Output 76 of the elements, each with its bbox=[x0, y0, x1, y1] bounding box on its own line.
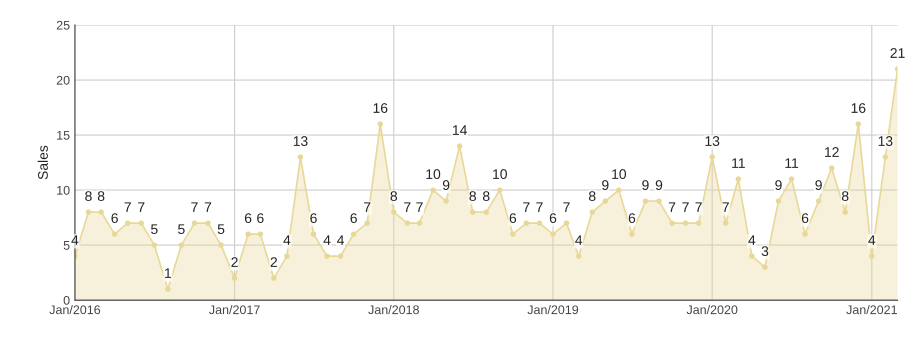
data-label: 6 bbox=[257, 213, 264, 224]
data-label: 7 bbox=[536, 202, 543, 212]
data-label: 10 bbox=[493, 169, 507, 180]
data-label: 4 bbox=[575, 235, 582, 245]
x-tick-label: Jan/2019 bbox=[527, 305, 578, 314]
data-label: 6 bbox=[111, 213, 118, 224]
y-tick-label: 15 bbox=[57, 130, 70, 140]
data-label: 10 bbox=[426, 169, 440, 180]
data-label: 8 bbox=[85, 191, 92, 202]
data-label: 8 bbox=[390, 191, 398, 202]
y-axis-title: Sales bbox=[38, 146, 48, 180]
data-label: 4 bbox=[748, 235, 756, 245]
data-label: 2 bbox=[231, 257, 238, 267]
data-label: 14 bbox=[452, 125, 467, 135]
data-label: 6 bbox=[802, 213, 808, 224]
data-label: 7 bbox=[416, 202, 423, 212]
data-label: 4 bbox=[283, 235, 290, 245]
data-label: 8 bbox=[98, 191, 104, 202]
data-label: 13 bbox=[294, 136, 308, 146]
data-label: 9 bbox=[775, 180, 782, 190]
data-label: 4 bbox=[868, 235, 876, 245]
data-label: 6 bbox=[310, 213, 317, 224]
data-label: 12 bbox=[825, 147, 839, 157]
data-label: 7 bbox=[523, 202, 530, 212]
data-label: 6 bbox=[550, 213, 556, 224]
data-label: 7 bbox=[204, 202, 212, 212]
data-label: 7 bbox=[124, 202, 131, 212]
x-tick-label: Jan/2017 bbox=[209, 305, 260, 314]
data-label: 2 bbox=[270, 257, 278, 267]
data-label: 9 bbox=[815, 180, 822, 190]
data-label: 4 bbox=[71, 235, 78, 245]
x-tick-label: Jan/2021 bbox=[846, 305, 897, 314]
data-label: 8 bbox=[469, 191, 476, 202]
data-label: 7 bbox=[364, 202, 370, 212]
y-tick-label: 10 bbox=[57, 186, 70, 195]
data-label: 3 bbox=[762, 246, 768, 256]
data-label: 4 bbox=[324, 235, 331, 245]
data-label: 6 bbox=[628, 213, 636, 224]
data-label: 11 bbox=[732, 158, 745, 168]
data-label: 7 bbox=[191, 202, 198, 212]
data-label: 4 bbox=[337, 235, 344, 245]
x-tick-label: Jan/2018 bbox=[368, 305, 419, 314]
data-label: 11 bbox=[785, 158, 798, 168]
x-tick-label: Jan/2020 bbox=[686, 305, 738, 314]
x-tick-label: Jan/2016 bbox=[49, 305, 100, 314]
data-label: 5 bbox=[178, 224, 185, 234]
data-label: 10 bbox=[612, 169, 626, 180]
data-label: 13 bbox=[878, 136, 892, 146]
data-label: 16 bbox=[852, 103, 866, 113]
data-label: 16 bbox=[374, 103, 388, 113]
y-tick-label: 0 bbox=[64, 296, 70, 305]
data-label: 8 bbox=[482, 191, 490, 202]
data-label: 9 bbox=[656, 180, 662, 190]
data-label: 6 bbox=[510, 213, 516, 224]
data-label: 5 bbox=[151, 224, 158, 234]
data-label: 21 bbox=[890, 48, 905, 58]
data-label: 1 bbox=[165, 268, 172, 278]
data-label: 13 bbox=[706, 136, 720, 146]
y-tick-label: 25 bbox=[56, 20, 70, 30]
data-label: 7 bbox=[563, 202, 570, 212]
y-tick-label: 20 bbox=[56, 76, 70, 85]
data-label: 9 bbox=[642, 180, 649, 190]
data-label: 7 bbox=[722, 202, 729, 212]
data-label: 8 bbox=[842, 191, 848, 202]
data-label: 7 bbox=[696, 202, 702, 212]
data-label: 8 bbox=[588, 191, 596, 202]
data-label: 7 bbox=[682, 202, 689, 212]
y-tick-label: 5 bbox=[64, 241, 70, 250]
data-label: 9 bbox=[602, 180, 609, 190]
data-label: 7 bbox=[668, 202, 676, 212]
data-label: 7 bbox=[138, 202, 144, 212]
data-label: 9 bbox=[442, 180, 450, 190]
data-label: 6 bbox=[244, 213, 252, 224]
data-label: 5 bbox=[218, 224, 224, 234]
data-label: 7 bbox=[404, 202, 410, 212]
data-label: 6 bbox=[350, 213, 357, 224]
